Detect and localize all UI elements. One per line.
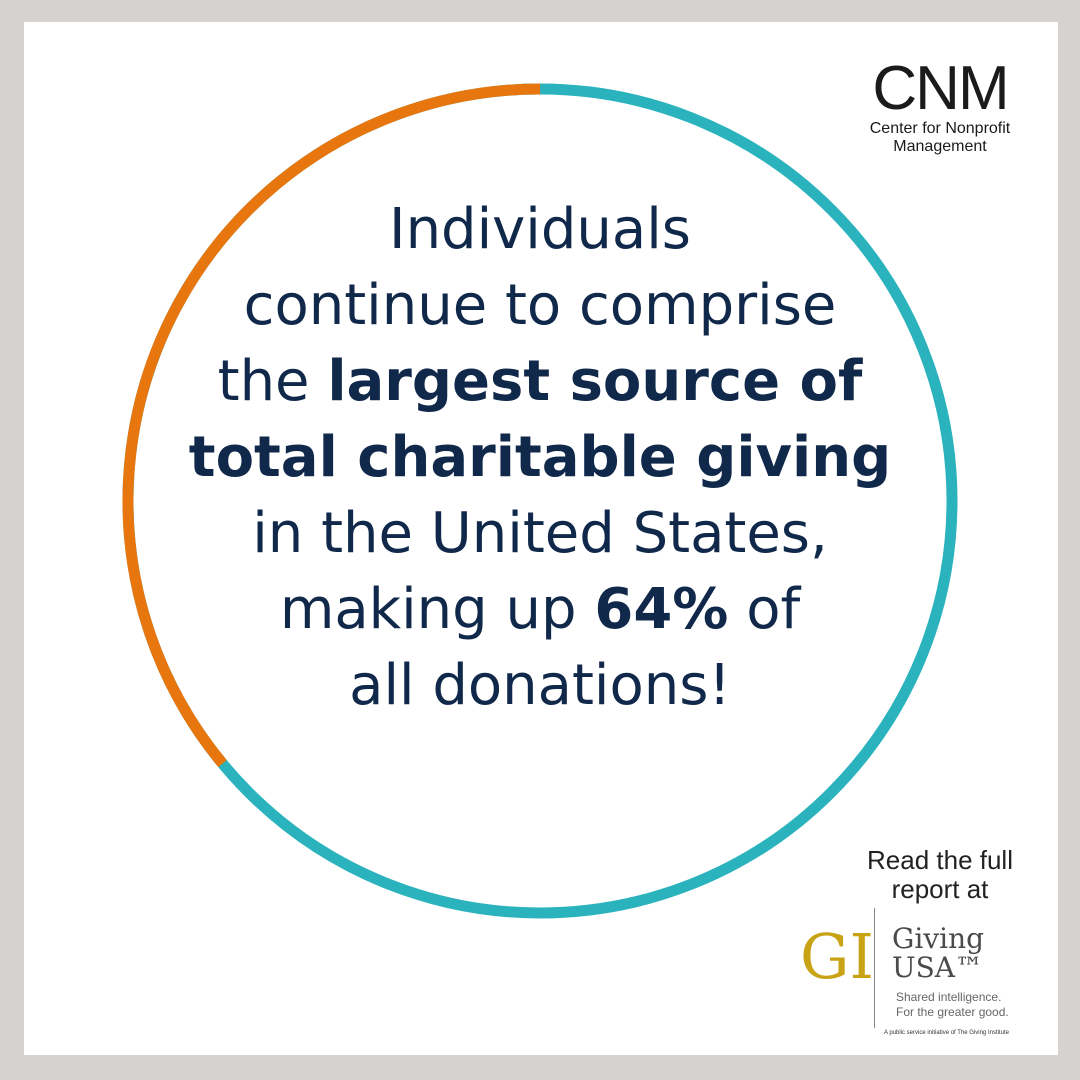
- giving-usa-name-line-1: Giving: [892, 922, 985, 955]
- message-line-2: continue to comprise: [243, 273, 837, 338]
- report-line-2: report at: [891, 874, 989, 904]
- giving-usa-tagline-2: For the greater good.: [896, 1005, 1009, 1019]
- giving-usa-name: Giving USA™: [892, 924, 984, 982]
- giving-usa-footnote: A public service initiative of The Givin…: [884, 1030, 1009, 1036]
- message-line-1: Individuals: [389, 197, 691, 262]
- cnm-logo-subtitle-1: Center for Nonprofit: [869, 120, 1011, 137]
- cnm-logo-mark: CNM: [872, 54, 1009, 123]
- logo-divider: [874, 908, 875, 1028]
- giving-usa-logo: GI Giving USA™ Shared intelligence. For …: [796, 906, 1056, 1041]
- message-line-7: all donations!: [349, 653, 731, 718]
- message-line-4-bold: total charitable giving: [188, 425, 892, 490]
- message-line-6: making up 64% of: [140, 572, 940, 648]
- message-line-4: total charitable giving: [140, 420, 940, 496]
- giving-usa-mark: GI: [800, 920, 875, 993]
- giving-usa-tagline: Shared intelligence. For the greater goo…: [896, 990, 1009, 1020]
- report-line-1: Read the full: [867, 845, 1013, 875]
- giving-usa-name-line-2: USA™: [892, 951, 983, 984]
- message-line-5: in the United States,: [252, 501, 828, 566]
- message-line-3: the largest source of: [140, 344, 940, 420]
- message-percent: 64%: [594, 577, 729, 642]
- message-line-6-plain-b: of: [728, 577, 801, 642]
- message-line-3-bold: largest source of: [327, 349, 863, 414]
- main-message: Individuals continue to comprise the lar…: [140, 192, 940, 724]
- message-line-3-plain: the: [217, 349, 328, 414]
- card-background: [24, 22, 1058, 1055]
- giving-usa-tagline-1: Shared intelligence.: [896, 990, 1002, 1004]
- cnm-logo-subtitle-2: Management: [893, 138, 987, 155]
- cnm-logo: CNM Center for Nonprofit Management: [840, 58, 1040, 156]
- message-line-6-plain-a: making up: [279, 577, 595, 642]
- report-callout: Read the full report at: [830, 846, 1050, 904]
